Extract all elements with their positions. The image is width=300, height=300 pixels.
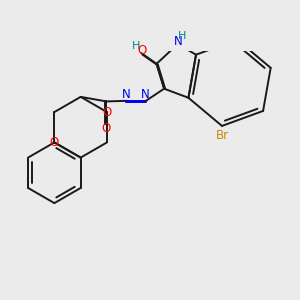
Text: O: O xyxy=(102,122,111,135)
Text: H: H xyxy=(132,41,140,52)
Text: O: O xyxy=(50,136,59,149)
Text: N: N xyxy=(141,88,150,101)
Text: H: H xyxy=(178,32,187,41)
Text: O: O xyxy=(138,44,147,57)
Text: N: N xyxy=(173,35,182,48)
Text: N: N xyxy=(122,88,131,101)
Text: Br: Br xyxy=(215,128,229,142)
Text: O: O xyxy=(102,106,112,118)
